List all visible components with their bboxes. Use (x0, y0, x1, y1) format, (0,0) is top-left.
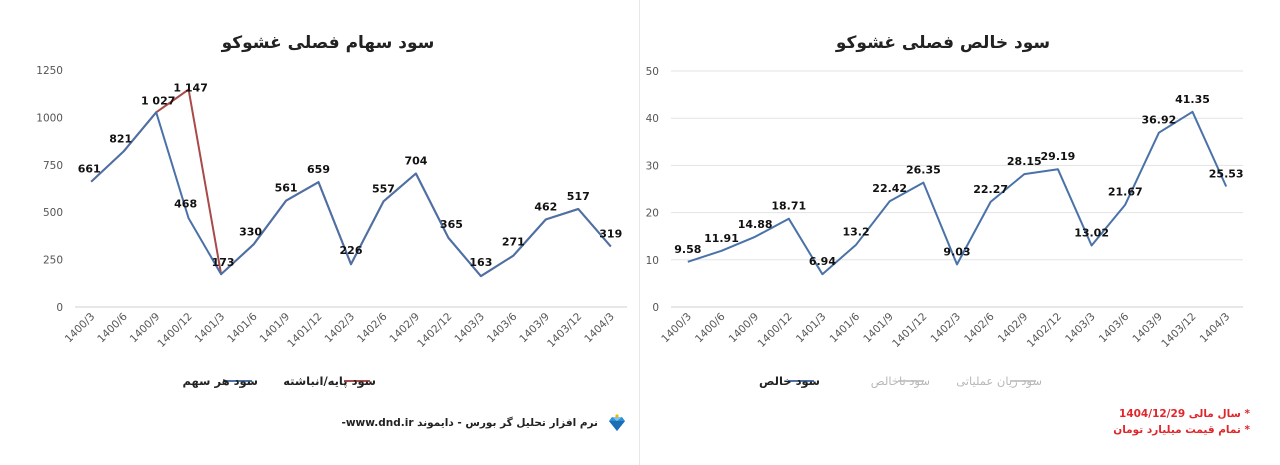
x-tick-label: 1402/6 (962, 310, 997, 345)
data-label: 821 (109, 132, 132, 145)
data-label: 319 (599, 228, 622, 241)
data-label: 41.35 (1175, 93, 1210, 106)
chart-title: سود خالص فصلی غشوکو (835, 33, 1050, 53)
data-label: 173 (212, 256, 235, 269)
x-tick-label: 1402/3 (929, 311, 964, 346)
data-label: 517 (567, 190, 590, 203)
diamond-logo-icon (609, 414, 625, 431)
x-tick-label: 1401/12 (890, 311, 929, 350)
brand-footer: نرم افزار تحلیل گر بورس - دایموند www.dn… (341, 413, 626, 433)
data-label: 557 (372, 182, 395, 195)
data-label: 561 (275, 182, 298, 195)
data-label: 28.15 (1007, 155, 1042, 168)
legend-label-base: سود پایه/انباشته (283, 374, 376, 389)
x-tick-label: 1403/3 (1063, 311, 1098, 346)
data-label: 330 (239, 225, 262, 238)
data-label: 29.19 (1041, 150, 1076, 163)
data-label: 661 (78, 163, 101, 176)
x-tick-label: 1401/3 (193, 311, 228, 346)
data-label: 271 (502, 236, 525, 249)
x-tick-label: 1400/6 (693, 310, 728, 345)
x-tick-label: 1404/3 (1198, 311, 1233, 346)
data-label: 226 (340, 244, 363, 257)
legend-label-eps: سود هر سهم (183, 374, 258, 389)
x-tick-label: 1401/6 (225, 310, 260, 345)
x-tick-label: 1403/12 (1159, 311, 1198, 350)
data-label: 11.91 (704, 232, 739, 245)
x-tick-label: 1402/12 (415, 311, 454, 350)
y-tick-label: 0 (56, 302, 63, 314)
x-tick-label: 1402/6 (355, 310, 390, 345)
x-tick-label: 1401/3 (794, 311, 829, 346)
fiscal-year-note: * سال مالی 1404/12/29 (1119, 408, 1250, 420)
series-line (687, 110, 1228, 276)
x-tick-label: 1402/12 (1025, 311, 1064, 350)
data-label: 18.71 (771, 200, 806, 213)
data-label: 26.35 (906, 164, 941, 177)
x-tick-label: 1401/6 (828, 310, 863, 345)
x-tick-label: 1400/12 (155, 311, 194, 350)
y-tick-label: 40 (646, 113, 659, 125)
y-tick-label: 500 (43, 207, 63, 219)
data-label: 13.02 (1074, 227, 1109, 240)
data-label: 462 (534, 200, 557, 213)
data-label: 468 (174, 197, 197, 210)
x-tick-label: 1400/3 (63, 311, 98, 346)
y-tick-label: 750 (43, 160, 63, 172)
data-label: 36.92 (1141, 114, 1176, 127)
y-tick-label: 1250 (36, 65, 63, 77)
data-label: 1 027 (141, 94, 175, 107)
legend: سود خالص سود ناخالص سود زیان عملیاتی (759, 374, 1042, 389)
y-tick-label: 250 (43, 255, 63, 267)
x-tick-label: 1403/6 (1097, 310, 1132, 345)
y-tick-label: 1000 (36, 112, 63, 124)
y-tick-label: 0 (652, 302, 659, 314)
y-tick-label: 30 (646, 160, 659, 172)
data-label: 704 (404, 155, 427, 168)
data-label: 14.88 (738, 218, 773, 231)
chart-panel-right: سود خالص فصلی غشوکو 0 10 20 30 40 50 1400/3 140… (640, 0, 1280, 465)
y-tick-label: 50 (646, 66, 659, 78)
chart-title: سود سهام فصلی غشوکو (221, 33, 435, 53)
x-tick-label: 1403/12 (545, 311, 584, 350)
x-tick-label: 1400/3 (659, 311, 694, 346)
x-tick-label: 1401/12 (285, 311, 324, 350)
data-label: 659 (307, 163, 330, 176)
chart-panel-left: سود سهام فصلی غشوکو 0 250 500 750 1000 1250 14… (36, 0, 640, 465)
x-tick-label: 1403/6 (485, 310, 520, 345)
plot-area: 0250500750100012501400/31400/61400/91400… (36, 65, 627, 350)
brand-text: نرم افزار تحلیل گر بورس - دایموند www.dn… (341, 417, 598, 429)
notes-box: * سال مالی 1404/12/29 * تمام قیمت میلیار… (1090, 406, 1250, 438)
y-tick-label: 10 (646, 255, 659, 267)
data-label: 163 (469, 256, 492, 269)
legend-label-operating: سود زیان عملیاتی (956, 374, 1042, 389)
data-label: 9.58 (674, 243, 701, 256)
data-label: 22.27 (973, 183, 1008, 196)
legend: سود هر سهم سود پایه/انباشته (183, 374, 376, 389)
data-label: 365 (440, 218, 463, 231)
data-label: 9.03 (943, 245, 970, 258)
legend-label-net: سود خالص (759, 374, 820, 389)
data-label: 13.2 (842, 226, 869, 239)
x-tick-label: 1403/3 (452, 311, 487, 346)
data-label: 1 147 (173, 82, 207, 95)
legend-label-gross: سود ناخالص (871, 374, 930, 389)
series-line (90, 111, 612, 278)
data-label: 25.53 (1209, 167, 1244, 180)
x-tick-label: 1402/3 (323, 311, 358, 346)
unit-note: * تمام قیمت میلیارد تومان (1113, 424, 1250, 436)
x-tick-label: 1400/6 (95, 310, 130, 345)
x-tick-label: 1400/12 (756, 311, 795, 350)
x-tick-label: 1404/3 (582, 311, 617, 346)
data-label: 22.42 (872, 182, 907, 195)
dividend-chart: سود سهام فصلی غشوکو 0 250 500 750 1000 1250 14… (36, 33, 627, 389)
y-tick-label: 20 (646, 208, 659, 220)
data-label: 6.94 (809, 255, 836, 268)
data-label: 21.67 (1108, 186, 1143, 199)
